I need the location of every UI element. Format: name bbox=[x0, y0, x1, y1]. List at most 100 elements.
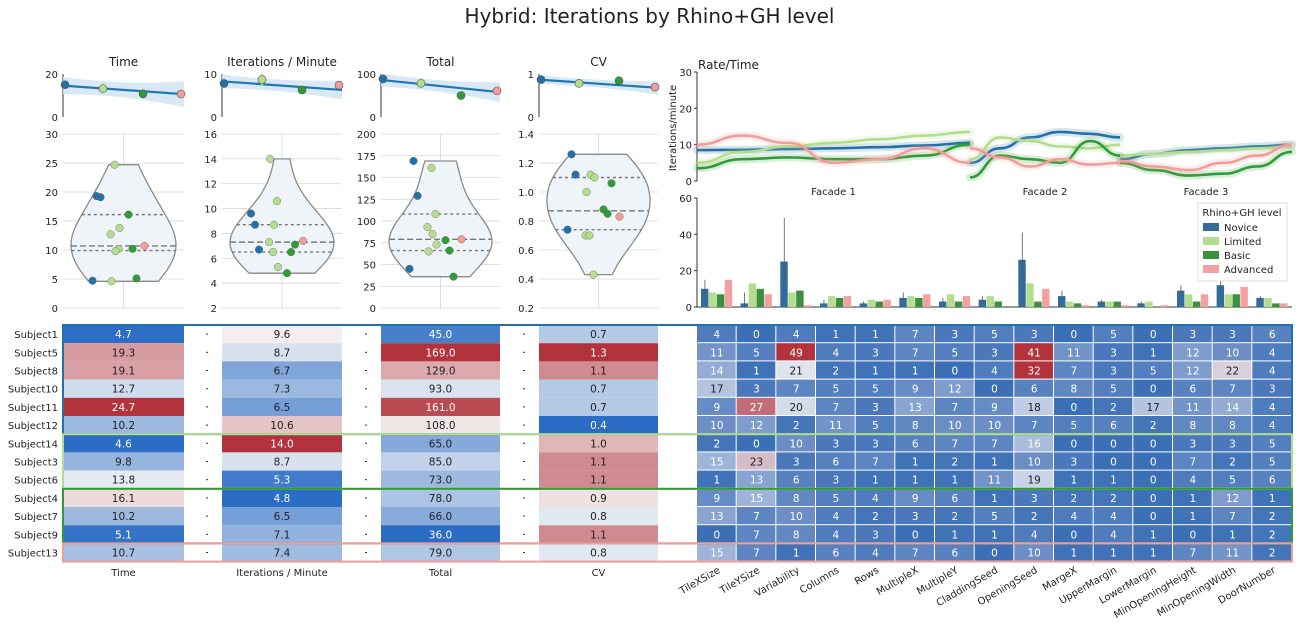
metric-value-4-1: 6.5 bbox=[274, 402, 291, 414]
param-cell-10-7 bbox=[974, 507, 1014, 525]
param-value-2-4: 1 bbox=[872, 366, 879, 378]
param-cell-2-12 bbox=[1173, 361, 1212, 379]
bar-limited-8 bbox=[1026, 283, 1034, 307]
param-value-11-13: 1 bbox=[1229, 529, 1236, 541]
param-value-6-0: 2 bbox=[713, 438, 720, 450]
bar-novice-10 bbox=[1097, 301, 1106, 307]
bar-basic-4 bbox=[875, 301, 883, 307]
metric-value-7-3: 1.1 bbox=[590, 457, 607, 469]
param-value-11-9: 0 bbox=[1070, 529, 1077, 541]
metric-cell-1-1 bbox=[222, 343, 342, 362]
param-cell-7-1 bbox=[736, 452, 776, 470]
heatmap-subject-2: Subject8 bbox=[14, 367, 58, 378]
violin-point-3-limited-1 bbox=[585, 231, 594, 240]
param-value-9-2: 8 bbox=[793, 493, 800, 505]
param-value-2-12: 12 bbox=[1186, 366, 1199, 378]
bar-advanced-10 bbox=[1121, 305, 1129, 307]
param-cell-6-13 bbox=[1212, 434, 1252, 452]
param-cell-3-5 bbox=[895, 379, 934, 397]
param-value-1-11: 1 bbox=[1150, 347, 1157, 359]
violin-ytick-3-0: 0.2 bbox=[518, 304, 534, 315]
heatmap-subject-6: Subject14 bbox=[8, 439, 58, 450]
param-value-2-9: 7 bbox=[1070, 366, 1077, 378]
bar-novice-14 bbox=[1256, 297, 1264, 307]
param-value-2-5: 1 bbox=[912, 366, 919, 378]
param-cell-2-1 bbox=[736, 361, 776, 379]
param-cell-8-11 bbox=[1133, 470, 1172, 488]
metric-cell-11-0 bbox=[63, 525, 184, 544]
param-value-2-10: 3 bbox=[1110, 366, 1117, 378]
param-value-9-12: 1 bbox=[1189, 493, 1196, 505]
param-value-4-7: 9 bbox=[991, 402, 998, 414]
bar-advanced-6 bbox=[962, 296, 971, 307]
param-value-5-5: 8 bbox=[912, 420, 919, 432]
param-cell-0-14 bbox=[1252, 325, 1291, 343]
param-value-8-4: 1 bbox=[872, 475, 879, 487]
trend-ytick-0-1: 20 bbox=[45, 70, 58, 81]
metric-value-11-2: 36.0 bbox=[429, 529, 452, 541]
param-cell-12-13 bbox=[1212, 543, 1252, 561]
param-cell-4-13 bbox=[1212, 397, 1252, 415]
param-cell-7-3 bbox=[816, 452, 855, 470]
param-value-7-12: 7 bbox=[1189, 457, 1196, 469]
param-value-1-8: 41 bbox=[1027, 347, 1040, 359]
bar-limited-12 bbox=[1184, 294, 1193, 307]
heatmap-subject-10: Subject7 bbox=[14, 512, 58, 523]
param-value-1-7: 3 bbox=[991, 347, 998, 359]
param-value-7-14: 5 bbox=[1269, 457, 1276, 469]
metric-value-0-0: 4.7 bbox=[115, 329, 132, 341]
trend-point-1-basic bbox=[297, 85, 307, 95]
param-cell-12-11 bbox=[1133, 543, 1172, 561]
legend-swatch-limited bbox=[1203, 237, 1219, 245]
violin-point-2-limited-1 bbox=[427, 163, 436, 172]
bar-advanced-14 bbox=[1280, 303, 1288, 307]
param-value-8-8: 19 bbox=[1027, 475, 1040, 487]
param-cell-0-5 bbox=[895, 325, 934, 343]
param-value-12-0: 15 bbox=[710, 548, 723, 560]
param-cell-5-12 bbox=[1173, 416, 1212, 434]
param-value-4-0: 9 bbox=[713, 402, 720, 414]
bar-basic-3 bbox=[835, 297, 844, 307]
metric-value-9-1: 4.8 bbox=[274, 493, 291, 505]
bar-basic-12 bbox=[1192, 301, 1201, 307]
param-cell-2-3 bbox=[816, 361, 855, 379]
param-value-10-7: 5 bbox=[991, 511, 998, 523]
param-cell-7-13 bbox=[1212, 452, 1252, 470]
param-cell-2-10 bbox=[1093, 361, 1133, 379]
bar-basic-1 bbox=[756, 288, 764, 307]
heatmap-subject-5: Subject12 bbox=[8, 421, 58, 432]
param-value-7-8: 10 bbox=[1027, 457, 1040, 469]
param-cell-9-11 bbox=[1133, 488, 1172, 506]
metric-cell-5-1 bbox=[222, 416, 342, 435]
metric-cell-1-2 bbox=[381, 343, 500, 362]
param-value-9-13: 12 bbox=[1226, 493, 1239, 505]
violin-point-2-basic-1 bbox=[445, 246, 454, 255]
param-cell-6-4 bbox=[855, 434, 895, 452]
trend-fit-3 bbox=[538, 78, 659, 89]
legend-label-advanced: Advanced bbox=[1224, 265, 1273, 276]
violin-ytick-3-2: 0.6 bbox=[518, 246, 534, 257]
param-cell-4-8 bbox=[1014, 397, 1053, 415]
bar-ytick-3: 60 bbox=[679, 194, 692, 205]
param-value-10-0: 13 bbox=[710, 511, 723, 523]
legend-label-novice: Novice bbox=[1224, 223, 1258, 234]
param-col-label-5: MultipleX bbox=[875, 565, 921, 598]
metric-cell-4-0 bbox=[63, 397, 184, 416]
param-value-8-13: 5 bbox=[1229, 475, 1236, 487]
param-cell-1-10 bbox=[1093, 343, 1133, 361]
metric-value-7-1: 8.7 bbox=[274, 457, 291, 469]
metric-col-label-0: Time bbox=[110, 568, 135, 579]
param-value-9-6: 6 bbox=[951, 493, 958, 505]
param-cell-3-3 bbox=[816, 379, 855, 397]
param-value-6-13: 3 bbox=[1229, 438, 1236, 450]
violin-ytick-1-7: 16 bbox=[204, 130, 217, 141]
metric-cell-3-0 bbox=[63, 379, 184, 398]
legend-title: Rhino+GH level bbox=[1202, 208, 1281, 219]
param-value-1-5: 7 bbox=[912, 347, 919, 359]
param-value-8-10: 1 bbox=[1110, 475, 1117, 487]
param-value-10-10: 4 bbox=[1110, 511, 1117, 523]
param-value-5-4: 5 bbox=[872, 420, 879, 432]
param-cell-9-13 bbox=[1212, 488, 1252, 506]
violin-ytick-2-4: 100 bbox=[357, 217, 376, 228]
